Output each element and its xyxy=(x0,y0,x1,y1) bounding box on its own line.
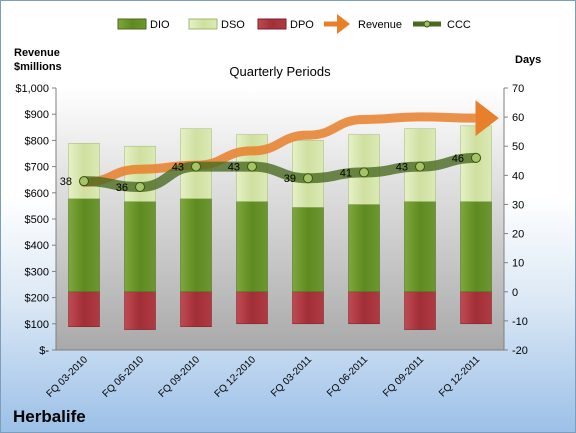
legend-revenue-label: Revenue xyxy=(358,19,402,31)
dpo-bar xyxy=(348,291,380,325)
x-tick-label: FQ 09-2010 xyxy=(157,354,203,400)
dso-bar xyxy=(460,125,492,202)
left-tick-label: $600 xyxy=(25,188,49,200)
x-tick-label: FQ 12-2011 xyxy=(437,354,482,399)
dpo-bar xyxy=(180,291,212,327)
ccc-data-label: 36 xyxy=(116,182,128,194)
ccc-data-label: 46 xyxy=(452,153,464,165)
ccc-point xyxy=(79,176,89,187)
legend: DIO DSO DPO Revenue CCC xyxy=(117,14,471,34)
ccc-data-label: 43 xyxy=(172,162,184,174)
x-tick-label: FQ 12-2010 xyxy=(213,354,259,400)
right-axis-label: Days xyxy=(515,54,541,66)
left-tick-label: $1,000 xyxy=(15,83,49,95)
left-tick-label: $200 xyxy=(25,293,49,305)
right-tick-label: 20 xyxy=(512,229,524,241)
x-tick-label: FQ 09-2011 xyxy=(381,354,426,399)
legend-ccc-label: CCC xyxy=(447,19,471,31)
company-name: Herbalife xyxy=(13,407,86,426)
dio-bar xyxy=(68,198,100,293)
ccc-point xyxy=(135,181,145,192)
left-tick-label: $900 xyxy=(25,109,49,121)
dio-bar xyxy=(180,198,212,293)
dio-bar xyxy=(124,201,156,293)
x-tick-label: FQ 03-2010 xyxy=(45,354,91,400)
ccc-data-label: 43 xyxy=(396,162,408,174)
dpo-bar xyxy=(404,291,436,330)
right-tick-label: 70 xyxy=(512,83,524,95)
legend-dso-swatch xyxy=(188,18,218,30)
left-tick-label: $300 xyxy=(25,266,49,278)
dpo-bar xyxy=(68,291,100,327)
right-axis-ticks: -20 -10 0 10 20 30 40 50 60 70 xyxy=(56,83,528,357)
legend-ccc-marker xyxy=(423,20,431,28)
ccc-data-label: 41 xyxy=(340,167,352,179)
dio-bar xyxy=(460,201,492,293)
ccc-point xyxy=(415,161,425,172)
ccc-point xyxy=(191,161,201,172)
left-axis-ticks: $- $100 $200 $300 $400 $500 $600 $700 $800 $900 $1… xyxy=(15,83,57,357)
dio-bar xyxy=(292,207,324,293)
ccc-data-label: 38 xyxy=(60,176,72,188)
left-tick-label: $400 xyxy=(25,240,49,252)
chart-title: Quarterly Periods xyxy=(229,64,331,79)
ccc-data-label: 43 xyxy=(228,162,240,174)
plot-area xyxy=(56,88,504,350)
left-tick-label: $500 xyxy=(25,214,49,226)
revenue-line xyxy=(79,100,499,187)
ccc-point xyxy=(471,152,481,163)
right-tick-label: 50 xyxy=(512,141,524,153)
x-tick-label: FQ 06-2011 xyxy=(325,354,370,399)
left-tick-label: $700 xyxy=(25,162,49,174)
dio-bar xyxy=(404,201,436,293)
x-tick-label: FQ 06-2010 xyxy=(101,354,147,400)
right-tick-label: 10 xyxy=(512,258,524,270)
right-tick-label: 30 xyxy=(512,199,524,211)
legend-dio-label: DIO xyxy=(150,19,170,31)
right-tick-label: 60 xyxy=(512,112,524,124)
left-tick-label: $800 xyxy=(25,135,49,147)
legend-dso-label: DSO xyxy=(221,19,245,31)
ccc-series: 38 36 43 43 39 41 43 46 xyxy=(60,152,481,194)
right-tick-label: 0 xyxy=(512,287,518,299)
dpo-bar xyxy=(460,291,492,325)
ccc-data-label: 39 xyxy=(284,173,296,185)
left-tick-label: $- xyxy=(39,345,49,357)
left-axis-label-line1: Revenue xyxy=(14,47,60,59)
legend-dio-swatch xyxy=(117,18,147,30)
legend-dpo-label: DPO xyxy=(290,19,314,31)
left-axis-label-line2: $millions xyxy=(14,61,62,73)
left-tick-label: $100 xyxy=(25,319,49,331)
right-tick-label: -20 xyxy=(512,345,528,357)
dpo-bar xyxy=(124,291,156,330)
ccc-point xyxy=(247,161,257,172)
dio-bar xyxy=(348,204,380,293)
bar-series xyxy=(68,125,492,330)
revenue-series xyxy=(79,100,499,187)
dio-bar xyxy=(236,201,268,293)
right-tick-label: -10 xyxy=(512,316,528,328)
dpo-bar xyxy=(292,291,324,325)
dpo-bar xyxy=(236,291,268,325)
x-tick-label: FQ 03-2011 xyxy=(269,354,314,399)
right-tick-label: 40 xyxy=(512,170,524,182)
dso-bar xyxy=(68,143,100,199)
ccc-point xyxy=(359,167,369,178)
legend-dpo-swatch xyxy=(257,18,287,30)
x-axis-labels: FQ 03-2010 FQ 06-2010 FQ 09-2010 FQ 12-2010… xyxy=(45,354,483,400)
ccc-point xyxy=(303,173,313,184)
